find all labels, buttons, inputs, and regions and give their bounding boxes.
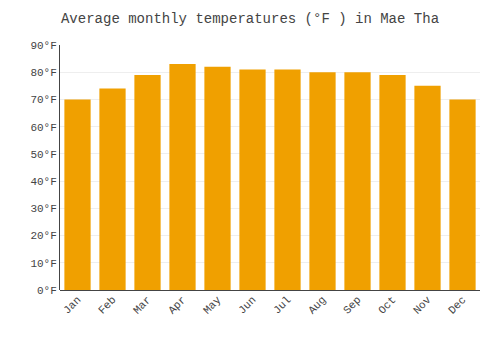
svg-text:Apr: Apr [166,294,188,316]
svg-text:Jun: Jun [236,294,258,316]
svg-text:40°F: 40°F [30,176,56,188]
svg-text:Jul: Jul [271,294,293,316]
svg-text:60°F: 60°F [30,122,56,134]
svg-text:50°F: 50°F [30,149,56,161]
svg-text:0°F: 0°F [37,285,57,297]
svg-text:10°F: 10°F [30,258,56,270]
svg-text:Jan: Jan [61,294,83,316]
svg-text:Feb: Feb [96,294,118,316]
svg-text:20°F: 20°F [30,230,56,242]
svg-text:Dec: Dec [446,294,468,316]
svg-text:Nov: Nov [411,294,434,317]
svg-text:Average monthly temperatures (: Average monthly temperatures (°F ) in Ma… [61,11,439,27]
svg-text:May: May [201,294,224,317]
svg-text:Aug: Aug [306,294,328,316]
svg-text:Oct: Oct [376,294,398,316]
svg-text:Sep: Sep [341,294,363,316]
svg-text:Mar: Mar [131,294,153,316]
svg-text:70°F: 70°F [30,94,56,106]
svg-text:80°F: 80°F [30,67,56,79]
svg-text:30°F: 30°F [30,203,56,215]
svg-text:90°F: 90°F [30,40,56,52]
